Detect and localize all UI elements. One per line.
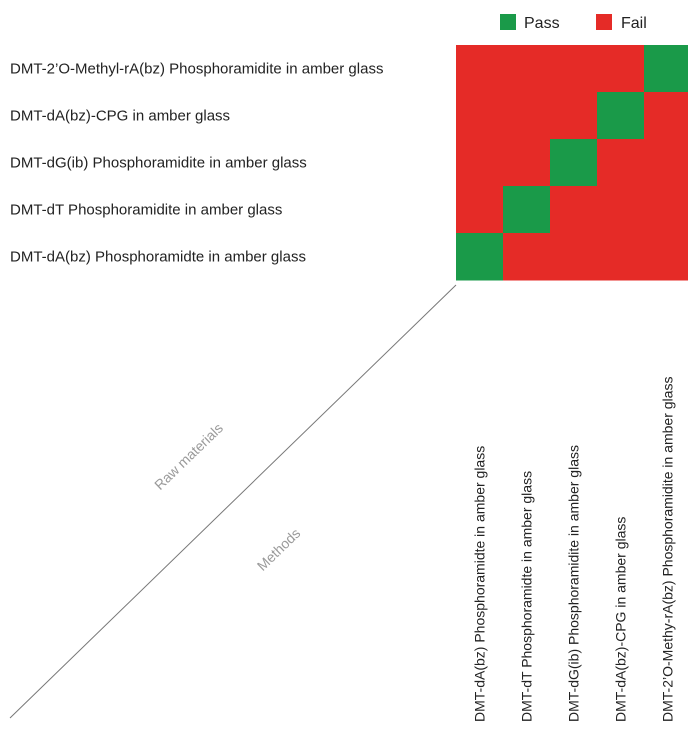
heatmap-cell (550, 92, 598, 140)
heatmap-cell (597, 233, 645, 281)
row-label: DMT-dA(bz) Phosphoramidte in amber glass (10, 249, 306, 266)
heatmap-cell (456, 45, 504, 93)
heatmap-cell (550, 45, 598, 93)
heatmap-cell (550, 233, 598, 281)
heatmap-cell (503, 186, 551, 234)
column-label: DMT-dA(bz)-CPG in amber glass (613, 517, 629, 722)
column-labels: DMT-dA(bz) Phosphoramidte in amber glass… (472, 377, 676, 722)
column-label: DMT-dA(bz) Phosphoramidte in amber glass (472, 446, 488, 722)
heatmap-cell (456, 139, 504, 187)
heatmap-cell (456, 92, 504, 140)
row-axis-label: Raw materials (151, 420, 226, 493)
legend-swatch-pass (500, 14, 516, 30)
row-label: DMT-2’O-Methyl-rA(bz) Phosphoramidite in… (10, 61, 383, 78)
heatmap-cell (644, 92, 688, 140)
heatmap-cell (503, 45, 551, 93)
heatmap-cell (597, 92, 645, 140)
row-label: DMT-dG(ib) Phosphoramidite in amber glas… (10, 155, 307, 172)
column-label: DMT-dT Phosphoramidte in amber glass (519, 471, 535, 722)
heatmap-cell (597, 45, 645, 93)
heatmap-cell (550, 139, 598, 187)
heatmap-cells (456, 45, 688, 281)
heatmap-cell (597, 186, 645, 234)
row-label: DMT-dT Phosphoramidite in amber glass (10, 202, 282, 219)
heatmap-cell (503, 233, 551, 281)
heatmap-cell (550, 186, 598, 234)
heatmap-cell (503, 139, 551, 187)
heatmap-cell (644, 233, 688, 281)
row-label: DMT-dA(bz)-CPG in amber glass (10, 108, 230, 125)
heatmap-cell (456, 186, 504, 234)
axis-diagonal-divider (9, 284, 457, 719)
heatmap-cell (503, 92, 551, 140)
heatmap-cell (644, 186, 688, 234)
legend-label-pass: Pass (524, 15, 560, 32)
column-label: DMT-dG(ib) Phosphoramidite in amber glas… (566, 445, 582, 722)
legend-swatch-fail (596, 14, 612, 30)
legend: Pass Fail (500, 14, 647, 32)
column-label: DMT-2’O-Methy-rA(bz) Phosphoramidite in … (660, 377, 676, 722)
heatmap-cell (644, 45, 688, 93)
heatmap-cell (456, 233, 504, 281)
column-axis-label: Methods (254, 525, 304, 574)
row-labels: DMT-2’O-Methyl-rA(bz) Phosphoramidite in… (10, 61, 383, 266)
heatmap-cell (644, 139, 688, 187)
legend-label-fail: Fail (621, 15, 647, 32)
heatmap-cell (597, 139, 645, 187)
